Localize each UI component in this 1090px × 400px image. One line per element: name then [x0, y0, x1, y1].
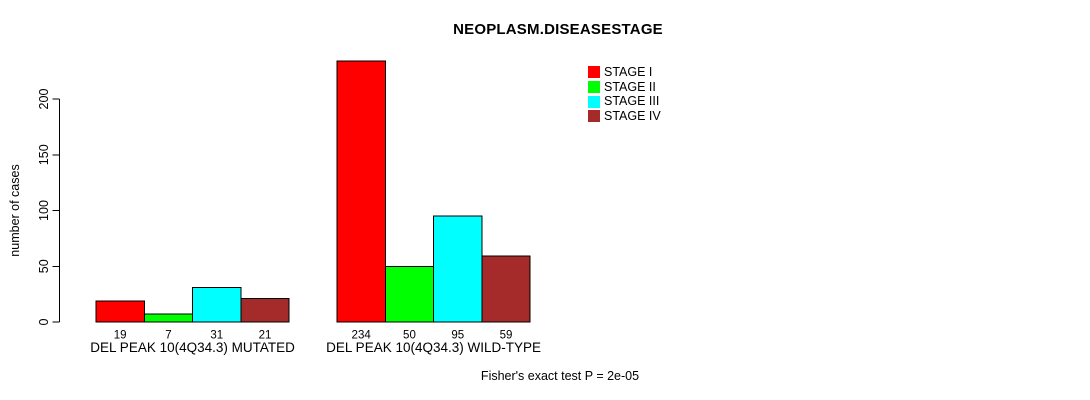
legend-item: STAGE IV	[588, 109, 661, 124]
legend-label: STAGE II	[604, 79, 656, 94]
bar-count-label: 59	[500, 330, 513, 342]
bar-stage-iv	[240, 298, 290, 323]
y-tick-label: 200	[37, 89, 51, 110]
group-category-label: DEL PEAK 10(4Q34.3) MUTATED	[90, 340, 295, 355]
legend-item: STAGE I	[588, 65, 661, 80]
y-tick-label: 0	[37, 318, 51, 325]
bar-stage-i	[336, 60, 386, 323]
bar-stage-iv	[481, 255, 531, 323]
bar-count-label: 21	[259, 330, 272, 342]
y-tick-label: 100	[37, 200, 51, 221]
bar-count-label: 50	[403, 330, 416, 342]
bar-count-label: 31	[210, 330, 223, 342]
legend-item: STAGE III	[588, 94, 661, 109]
group-category-label: DEL PEAK 10(4Q34.3) WILD-TYPE	[326, 340, 541, 355]
stat-test-footnote: Fisher's exact test P = 2e-05	[480, 369, 640, 383]
legend-swatch	[588, 66, 600, 79]
bar-stage-iii	[433, 215, 483, 323]
y-axis-title: number of cases	[8, 164, 22, 256]
bar-stage-ii	[384, 265, 435, 323]
legend-item: STAGE II	[588, 80, 661, 95]
bar-count-label: 95	[451, 330, 464, 342]
legend-swatch	[588, 81, 600, 94]
y-tick-label: 50	[37, 259, 51, 273]
bar-count-label: 7	[165, 330, 171, 342]
legend-swatch	[588, 95, 600, 108]
bar-count-label: 234	[352, 330, 372, 342]
legend-label: STAGE I	[604, 65, 653, 80]
legend-label: STAGE IV	[604, 109, 661, 124]
legend-swatch	[588, 110, 600, 123]
legend: STAGE I STAGE II STAGE III STAGE IV	[588, 65, 661, 124]
y-tick-label: 150	[37, 144, 51, 165]
bar-stage-iii	[192, 286, 242, 323]
bar-stage-i	[95, 300, 145, 323]
chart-title: NEOPLASM.DISEASESTAGE	[453, 21, 663, 38]
bar-count-label: 19	[114, 330, 127, 342]
bar-stage-ii	[143, 313, 194, 323]
legend-label: STAGE III	[604, 94, 660, 109]
